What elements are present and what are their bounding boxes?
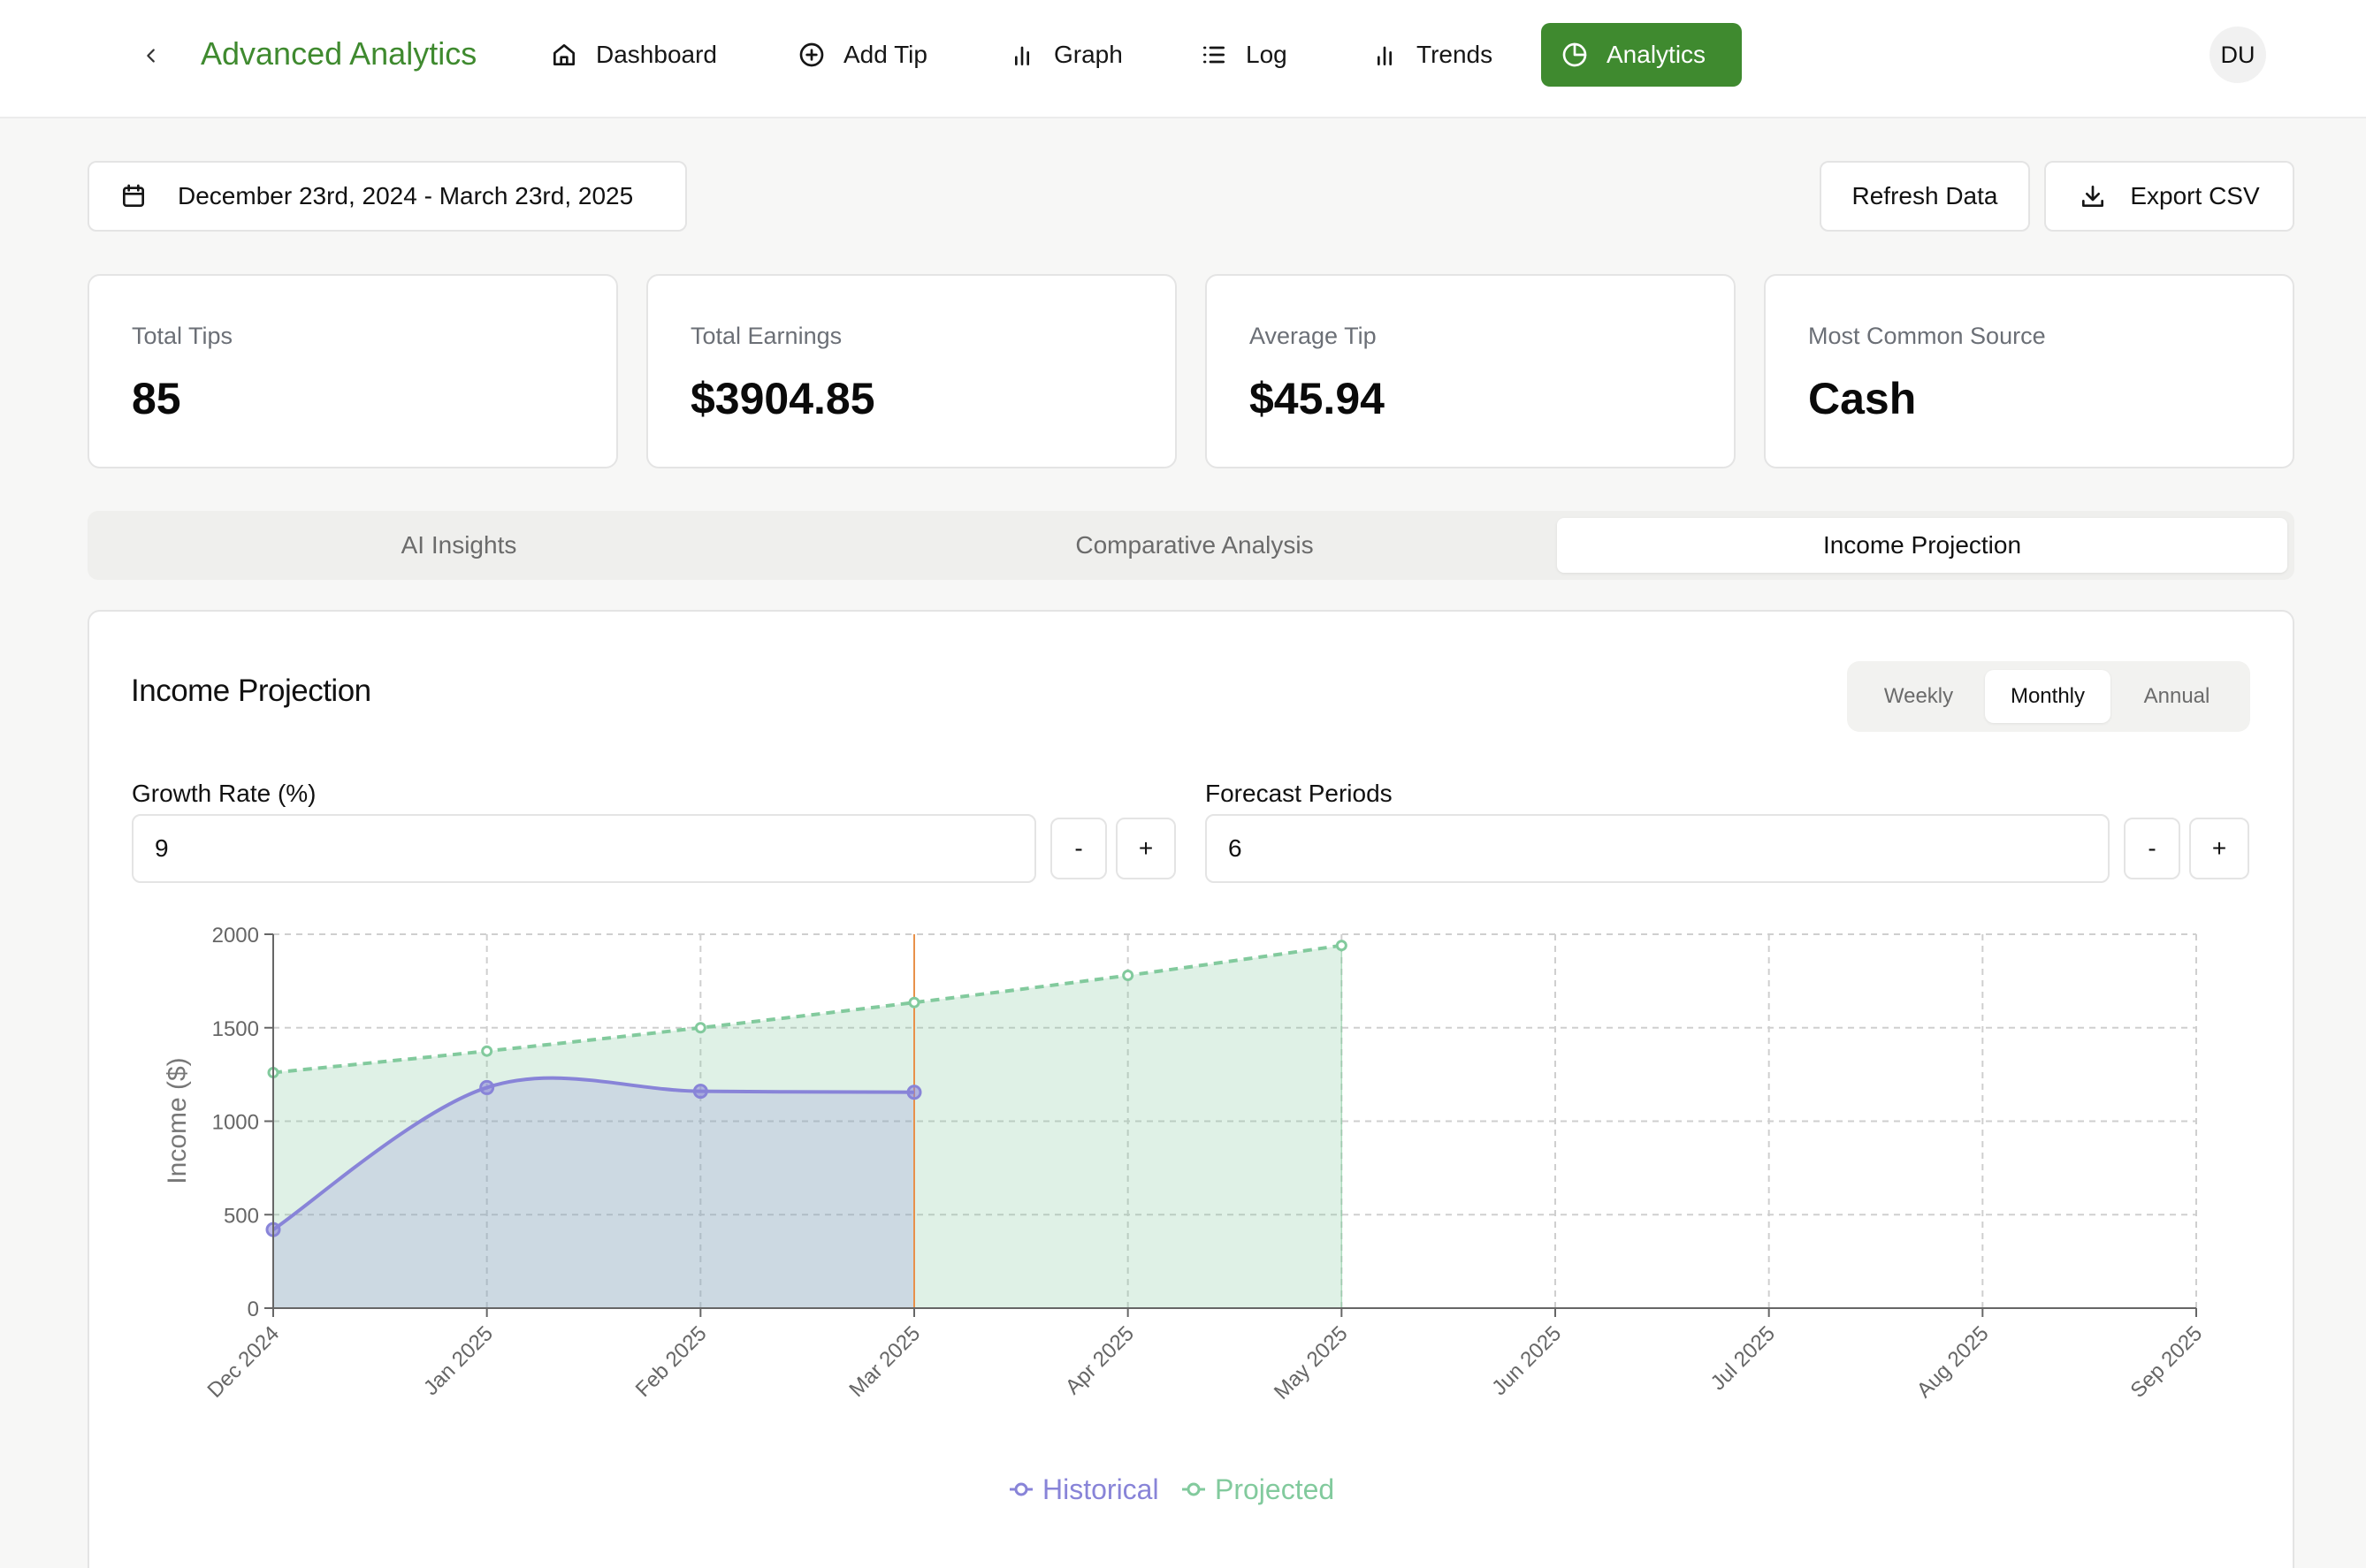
nav-analytics-label: Analytics: [1607, 41, 1706, 68]
forecast-periods-input[interactable]: [1205, 814, 2110, 883]
nav-graph-label: Graph: [1054, 41, 1123, 68]
refresh-data-button[interactable]: Refresh Data: [1820, 161, 2030, 232]
forecast-periods-increment-button[interactable]: +: [2189, 818, 2249, 879]
nav-log[interactable]: Log: [1180, 23, 1307, 87]
nav-trends-label: Trends: [1416, 41, 1493, 68]
y-tick-label: 2000: [212, 924, 259, 948]
growth-rate-increment-button[interactable]: +: [1116, 818, 1176, 879]
y-tick-label: 500: [224, 1204, 259, 1228]
x-tick-label: Jan 2025: [419, 1321, 498, 1400]
projected-line: [272, 943, 1342, 1075]
refresh-data-label: Refresh Data: [1851, 182, 1998, 209]
bar-chart-icon: [1378, 46, 1392, 65]
forecast-periods-label: Forecast Periods: [1205, 780, 1393, 807]
x-tick-label: Dec 2024: [202, 1321, 284, 1403]
analysis-tabs: AI Insights Comparative Analysis Income …: [88, 511, 2294, 580]
historical-area: [273, 1077, 914, 1308]
back-button[interactable]: [133, 37, 170, 74]
x-tick-label: Jul 2025: [1706, 1321, 1780, 1395]
stat-value: 85: [132, 374, 181, 423]
home-icon: [553, 44, 575, 65]
export-csv-button[interactable]: Export CSV: [2044, 161, 2294, 232]
legend-item-projected: Projected: [1182, 1473, 1334, 1505]
stat-label: Average Tip: [1249, 323, 1377, 349]
top-nav-bar: Advanced Analytics Dashboard Add Tip Gra…: [0, 0, 2366, 118]
projected-point: [908, 996, 920, 1009]
period-monthly[interactable]: Monthly: [1985, 670, 2110, 723]
projected-area: [273, 945, 1342, 1308]
download-icon: [2082, 186, 2104, 207]
period-annual[interactable]: Annual: [2143, 684, 2210, 708]
pie-chart-icon: [1562, 42, 1587, 67]
historical-point: [692, 1084, 708, 1100]
stat-label: Total Earnings: [691, 323, 843, 349]
x-tick-label: May 2025: [1270, 1321, 1353, 1404]
chevron-left-icon: [147, 49, 155, 63]
nav-dashboard-label: Dashboard: [596, 41, 717, 68]
date-range-picker[interactable]: December 23rd, 2024 - March 23rd, 2025: [88, 161, 687, 232]
legend-swatch-marker: [1014, 1482, 1028, 1496]
x-tick-label: Sep 2025: [2126, 1321, 2207, 1403]
y-axis-label: Income ($): [163, 1057, 192, 1184]
period-weekly[interactable]: Weekly: [1883, 684, 1954, 708]
y-tick-label: 1000: [212, 1111, 259, 1135]
stat-value: Cash: [1808, 374, 1917, 423]
stat-card-most-common-source: Most Common Source Cash: [1764, 274, 2294, 468]
stat-value: $45.94: [1249, 374, 1385, 423]
tab-comparative-analysis[interactable]: Comparative Analysis: [1075, 531, 1314, 559]
nav-log-label: Log: [1246, 41, 1287, 68]
tab-income-projection[interactable]: Income Projection: [1557, 518, 2287, 573]
stat-card-total-tips: Total Tips 85: [88, 274, 618, 468]
period-toggle: Weekly Monthly Annual: [1847, 661, 2250, 732]
historical-point: [906, 1085, 922, 1100]
x-tick-label: Jun 2025: [1487, 1321, 1566, 1400]
calendar-icon: [123, 184, 144, 207]
projected-point: [1335, 940, 1347, 952]
growth-rate-label: Growth Rate (%): [132, 780, 317, 807]
legend-swatch-marker: [1187, 1482, 1201, 1496]
nav-analytics[interactable]: Analytics: [1541, 23, 1742, 87]
nav-graph[interactable]: Graph: [988, 23, 1142, 87]
forecast-periods-decrement-button[interactable]: -: [2124, 818, 2180, 879]
stat-card-average-tip: Average Tip $45.94: [1205, 274, 1736, 468]
x-tick-label: Feb 2025: [631, 1321, 712, 1402]
avatar[interactable]: DU: [2210, 27, 2266, 83]
bar-chart-icon: [1015, 46, 1029, 65]
nav-add-tip-label: Add Tip: [843, 41, 927, 68]
x-tick-label: Mar 2025: [844, 1321, 925, 1402]
income-projection-panel: [88, 610, 2294, 1568]
app-title: Advanced Analytics: [201, 35, 477, 72]
growth-rate-input[interactable]: [132, 814, 1036, 883]
export-csv-label: Export CSV: [2130, 182, 2260, 209]
stat-card-total-earnings: Total Earnings $3904.85: [646, 274, 1177, 468]
nav-dashboard[interactable]: Dashboard: [530, 23, 737, 87]
projected-point: [694, 1022, 706, 1034]
legend-label: Historical: [1042, 1473, 1159, 1505]
projected-point: [481, 1045, 493, 1057]
stat-label: Most Common Source: [1808, 323, 2046, 349]
x-tick-label: Aug 2025: [1912, 1321, 1994, 1403]
historical-point: [479, 1079, 495, 1095]
stat-label: Total Tips: [132, 323, 233, 349]
tab-ai-insights[interactable]: AI Insights: [401, 531, 517, 559]
stat-value: $3904.85: [691, 374, 875, 423]
historical-line: [271, 1076, 915, 1231]
legend-item-historical: Historical: [1010, 1473, 1159, 1505]
panel-title: Income Projection: [131, 674, 371, 708]
list-icon: [1203, 46, 1225, 64]
nav-add-tip[interactable]: Add Tip: [778, 23, 947, 87]
growth-rate-decrement-button[interactable]: -: [1050, 818, 1107, 879]
projected-point: [1122, 970, 1134, 982]
legend-label: Projected: [1215, 1473, 1334, 1505]
plus-circle-icon: [799, 42, 824, 67]
y-tick-label: 1500: [212, 1017, 259, 1041]
date-range-label: December 23rd, 2024 - March 23rd, 2025: [178, 182, 634, 209]
y-tick-label: 0: [248, 1298, 259, 1321]
nav-trends[interactable]: Trends: [1351, 23, 1512, 87]
x-tick-label: Apr 2025: [1061, 1321, 1139, 1399]
